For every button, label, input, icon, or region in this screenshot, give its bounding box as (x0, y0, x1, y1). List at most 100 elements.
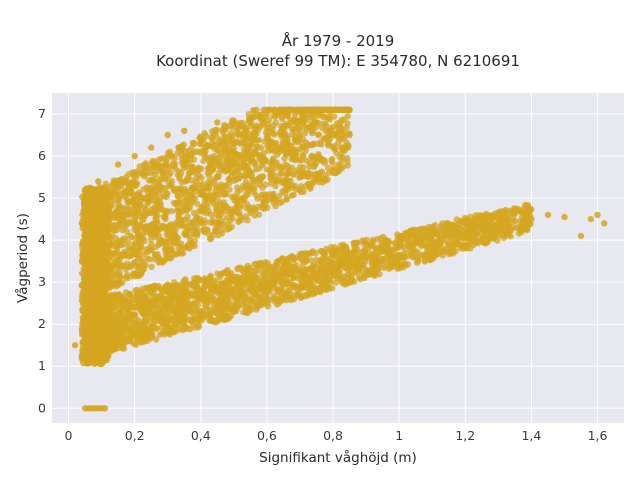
data-point (353, 239, 361, 247)
data-point (420, 225, 428, 232)
data-point (181, 160, 188, 167)
data-point (174, 193, 181, 200)
data-point (197, 141, 204, 148)
data-point (231, 206, 238, 213)
data-point (158, 155, 165, 162)
data-point (232, 167, 240, 175)
data-point (226, 186, 233, 193)
data-point (220, 199, 228, 206)
data-point (178, 170, 185, 177)
data-point (246, 207, 253, 214)
data-point (230, 286, 237, 293)
data-point (276, 192, 283, 200)
data-point (132, 341, 139, 348)
data-point (309, 248, 316, 255)
data-point (231, 273, 239, 281)
data-point (288, 131, 296, 139)
data-point (278, 115, 286, 123)
data-point (190, 139, 197, 146)
data-point (274, 297, 281, 305)
data-point (464, 244, 471, 252)
data-point (204, 142, 211, 149)
data-point (277, 170, 284, 178)
data-point (324, 176, 331, 183)
data-point (125, 239, 132, 246)
data-point (192, 324, 199, 331)
data-point (274, 108, 281, 116)
data-point (117, 263, 125, 271)
data-point (325, 164, 332, 172)
data-point (283, 260, 290, 267)
data-point (247, 122, 254, 129)
data-point (182, 153, 189, 161)
data-point (287, 142, 294, 149)
data-point (262, 157, 269, 164)
data-point (323, 136, 330, 143)
data-point (127, 232, 134, 240)
data-point (152, 230, 159, 238)
data-point (137, 256, 145, 263)
data-point (457, 218, 465, 225)
data-point (341, 143, 349, 150)
data-point (279, 124, 286, 131)
data-point (311, 162, 318, 169)
data-point (201, 200, 208, 208)
data-point (196, 215, 204, 222)
data-point (521, 214, 529, 221)
data-point (271, 140, 279, 147)
data-point (374, 266, 382, 273)
data-point (433, 245, 440, 252)
data-point (260, 149, 268, 156)
data-point (439, 226, 446, 233)
data-point (305, 180, 312, 188)
data-point (290, 125, 297, 132)
data-point (311, 106, 318, 114)
data-point (340, 163, 347, 170)
data-point (167, 169, 174, 177)
data-point (253, 143, 260, 150)
data-point (439, 220, 446, 227)
data-point (140, 229, 147, 236)
data-point (194, 200, 201, 208)
data-point (234, 184, 241, 191)
data-point (264, 131, 271, 138)
data-point (283, 111, 290, 119)
data-point (112, 250, 120, 257)
data-point (124, 323, 131, 330)
data-point (206, 169, 214, 176)
data-point (181, 230, 188, 238)
data-point (244, 305, 251, 312)
data-point (147, 229, 154, 236)
data-point (131, 212, 139, 219)
data-point (335, 106, 342, 114)
data-point (251, 160, 258, 167)
data-point (240, 129, 247, 137)
data-point (135, 222, 142, 229)
data-point (125, 171, 132, 178)
data-point (138, 215, 146, 222)
data-point (118, 296, 125, 303)
data-point (272, 270, 279, 278)
data-point (419, 251, 426, 258)
data-point (165, 182, 172, 190)
data-point (387, 264, 394, 271)
data-point (152, 215, 159, 223)
data-point (361, 246, 369, 253)
data-point (188, 281, 195, 288)
data-point (224, 140, 231, 148)
data-point (143, 210, 150, 217)
data-point (248, 278, 255, 286)
data-point (124, 315, 132, 322)
data-point (164, 190, 171, 197)
data-point (152, 171, 159, 178)
data-point (159, 224, 166, 231)
data-point (343, 124, 350, 131)
data-point (166, 224, 173, 232)
data-point (150, 311, 157, 318)
data-point (220, 306, 227, 313)
data-point (325, 276, 332, 283)
data-point (302, 130, 309, 137)
data-point (175, 250, 182, 257)
data-point (122, 218, 129, 225)
data-point (229, 161, 236, 168)
